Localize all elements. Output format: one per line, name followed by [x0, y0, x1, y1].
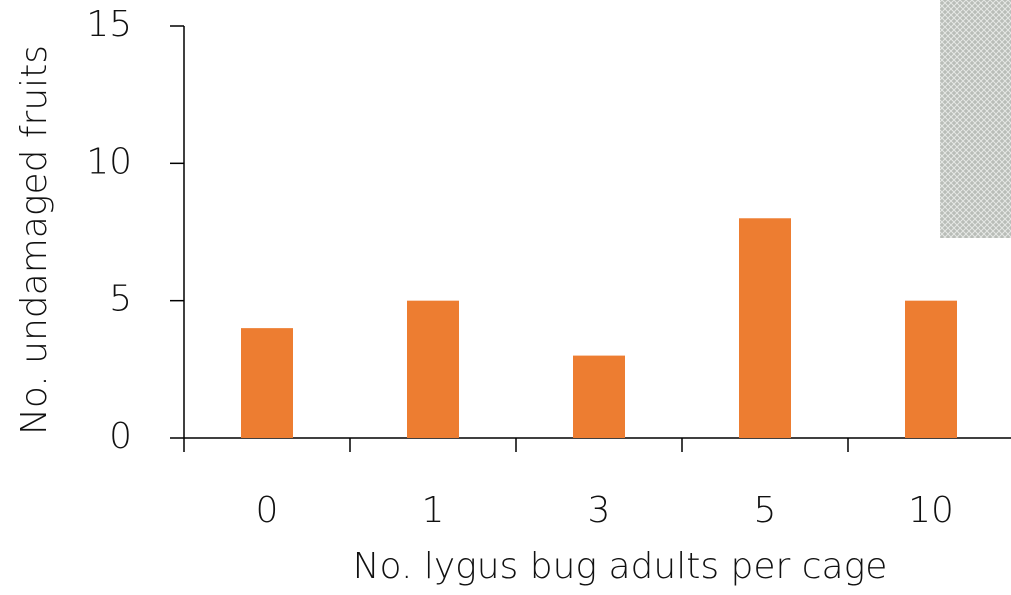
y-tick-label: 15	[86, 4, 132, 45]
x-axis-label: No. lygus bug adults per cage	[353, 546, 888, 587]
y-axis-label: No. undamaged fruits	[14, 45, 55, 435]
x-tick-label: 3	[588, 490, 611, 531]
y-tick-label: 10	[86, 141, 132, 182]
bar	[905, 300, 957, 438]
y-tick-label: 0	[109, 416, 132, 457]
photo	[940, 0, 1011, 238]
bar	[241, 328, 293, 438]
x-tick-label: 5	[754, 490, 777, 531]
y-tick-label: 5	[109, 279, 132, 320]
x-tick-label: 0	[256, 490, 279, 531]
bar	[407, 300, 459, 438]
x-tick-label: 10	[908, 490, 954, 531]
x-tick-label: 1	[422, 490, 445, 531]
bar	[739, 218, 791, 438]
bar	[573, 355, 625, 438]
